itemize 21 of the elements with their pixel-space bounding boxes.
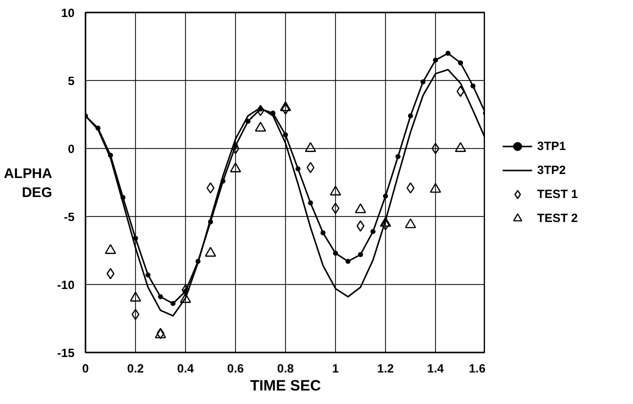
y-tick-label: -5 [64,210,75,224]
x-tick-label: 0.6 [227,362,244,376]
legend-label: TEST 1 [537,187,578,201]
x-tick-label: 1.2 [377,362,394,376]
x-tick-label: 0.8 [277,362,294,376]
y-tick-label: 0 [68,142,75,156]
x-tick-label: 1 [332,362,340,376]
y-tick-label: -15 [57,346,75,360]
x-axis-title: TIME SEC [250,378,322,394]
legend-label: 3TP2 [537,163,566,177]
legend-label: 3TP1 [537,139,566,153]
y-tick-label: -10 [57,278,75,292]
x-tick-label: 1.6 [468,362,486,376]
x-tick-label: 1.4 [427,362,444,376]
y-tick-label: 5 [68,74,75,88]
x-tick-label: 0.2 [127,362,144,376]
x-tick-label: 0.4 [177,362,194,376]
y-axis-title: ALPHA DEG [4,164,52,200]
y-tick-label: 10 [61,6,75,20]
legend-label: TEST 2 [537,211,578,225]
x-tick-label: 0 [82,362,90,376]
